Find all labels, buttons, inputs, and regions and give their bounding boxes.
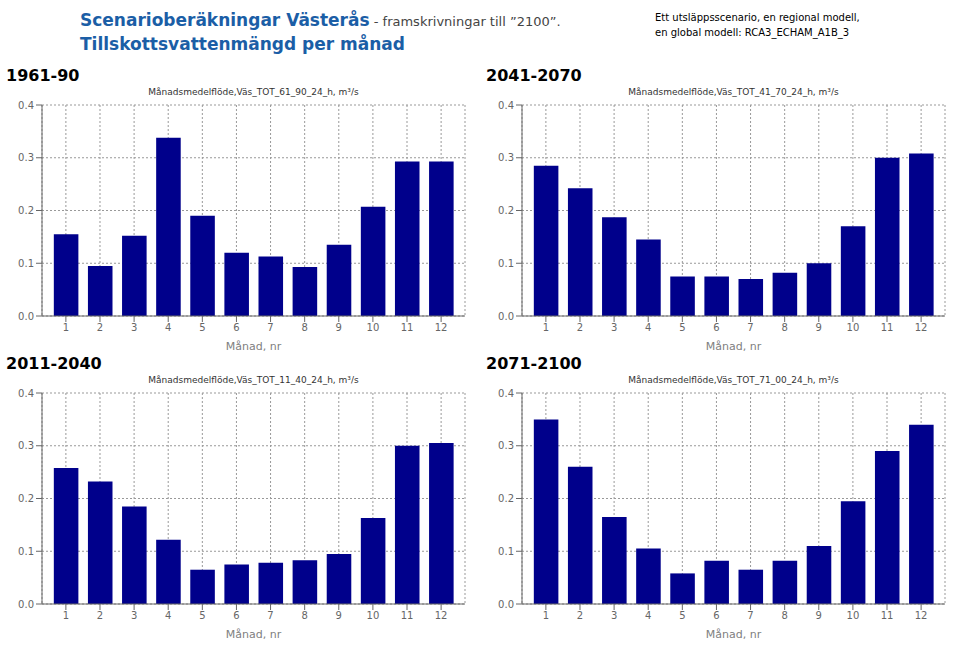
svg-text:8: 8 [301,322,307,333]
svg-text:0.3: 0.3 [498,440,514,451]
svg-text:0.1: 0.1 [498,546,514,557]
svg-text:4: 4 [165,610,171,621]
svg-text:2: 2 [97,322,103,333]
svg-text:0.1: 0.1 [498,258,514,269]
html-text:2071-2100: 2071-2100 [486,354,582,373]
svg-text:10: 10 [847,610,860,621]
svg-text:9: 9 [816,322,822,333]
html-text:Scenarioberäkningar Västerås -: Scenarioberäkningar Västerås - framskriv… [80,10,561,30]
svg-text:0.0: 0.0 [18,599,34,610]
svg-text:7: 7 [747,610,753,621]
svg-text:0.4: 0.4 [18,100,34,111]
svg-text:2: 2 [577,610,583,621]
svg-text:1: 1 [63,322,69,333]
html-text:Tillskottsvattenmängd per måna: Tillskottsvattenmängd per månad [80,34,405,54]
svg-text:10: 10 [367,322,380,333]
svg-text:9: 9 [336,610,342,621]
svg-text:0.2: 0.2 [498,205,514,216]
svg-text:9: 9 [816,610,822,621]
html-text:en global modell: RCA3_ECHAM_A: en global modell: RCA3_ECHAM_A1B_3 [655,27,850,38]
svg-text:5: 5 [199,610,205,621]
svg-text:3: 3 [611,610,617,621]
svg-text:4: 4 [165,322,171,333]
svg-text:11: 11 [881,610,894,621]
svg-text:0.0: 0.0 [498,599,514,610]
svg-text:0.2: 0.2 [18,493,34,504]
svg-text:0.3: 0.3 [18,440,34,451]
html-text:Ett utsläppsscenario, en regio: Ett utsläppsscenario, en regional modell… [655,12,860,23]
svg-text:Månad, nr: Månad, nr [706,340,762,353]
svg-text:12: 12 [435,322,448,333]
svg-text:2: 2 [97,610,103,621]
svg-text:12: 12 [915,322,928,333]
svg-text:12: 12 [435,610,448,621]
html-text:2041-2070: 2041-2070 [486,66,582,85]
html-text:Månadsmedelflöde,Väs_TOT_71_00: Månadsmedelflöde,Väs_TOT_71_00_24_h, m³/… [628,375,839,385]
svg-text:0.3: 0.3 [18,152,34,163]
svg-text:0.1: 0.1 [18,258,34,269]
svg-text:7: 7 [267,322,273,333]
svg-text:1: 1 [543,610,549,621]
svg-text:0.1: 0.1 [18,546,34,557]
svg-text:0.0: 0.0 [18,311,34,322]
svg-text:0.2: 0.2 [498,493,514,504]
html-text:Månadsmedelflöde,Väs_TOT_61_90: Månadsmedelflöde,Väs_TOT_61_90_24_h, m³/… [148,87,359,97]
svg-text:3: 3 [611,322,617,333]
svg-text:8: 8 [301,610,307,621]
svg-text:11: 11 [401,610,414,621]
svg-text:8: 8 [781,322,787,333]
svg-text:8: 8 [781,610,787,621]
svg-text:5: 5 [199,322,205,333]
svg-text:6: 6 [713,322,719,333]
svg-text:5: 5 [679,322,685,333]
svg-text:7: 7 [747,322,753,333]
svg-text:0.2: 0.2 [18,205,34,216]
svg-text:10: 10 [847,322,860,333]
html-text:Månadsmedelflöde,Väs_TOT_11_40: Månadsmedelflöde,Väs_TOT_11_40_24_h, m³/… [148,375,359,385]
svg-text:4: 4 [645,610,651,621]
svg-text:0.3: 0.3 [498,152,514,163]
svg-text:11: 11 [881,322,894,333]
svg-text:Månad, nr: Månad, nr [706,628,762,641]
svg-text:2: 2 [577,322,583,333]
svg-text:0.4: 0.4 [498,388,514,399]
svg-text:9: 9 [336,322,342,333]
svg-text:5: 5 [679,610,685,621]
svg-text:1: 1 [543,322,549,333]
svg-text:7: 7 [267,610,273,621]
svg-text:Månad, nr: Månad, nr [226,628,282,641]
svg-text:1: 1 [63,610,69,621]
svg-text:0.0: 0.0 [498,311,514,322]
svg-text:3: 3 [131,610,137,621]
svg-text:0.4: 0.4 [498,100,514,111]
svg-text:0.4: 0.4 [18,388,34,399]
svg-text:10: 10 [367,610,380,621]
svg-text:11: 11 [401,322,414,333]
svg-text:6: 6 [713,610,719,621]
html-text:1961-90: 1961-90 [6,66,80,85]
html-text:2011-2040: 2011-2040 [6,354,102,373]
html-text:Månadsmedelflöde,Väs_TOT_41_70: Månadsmedelflöde,Väs_TOT_41_70_24_h, m³/… [628,87,839,97]
svg-text:4: 4 [645,322,651,333]
svg-text:6: 6 [233,322,239,333]
svg-text:Månad, nr: Månad, nr [226,340,282,353]
svg-text:3: 3 [131,322,137,333]
svg-text:6: 6 [233,610,239,621]
svg-text:12: 12 [915,610,928,621]
